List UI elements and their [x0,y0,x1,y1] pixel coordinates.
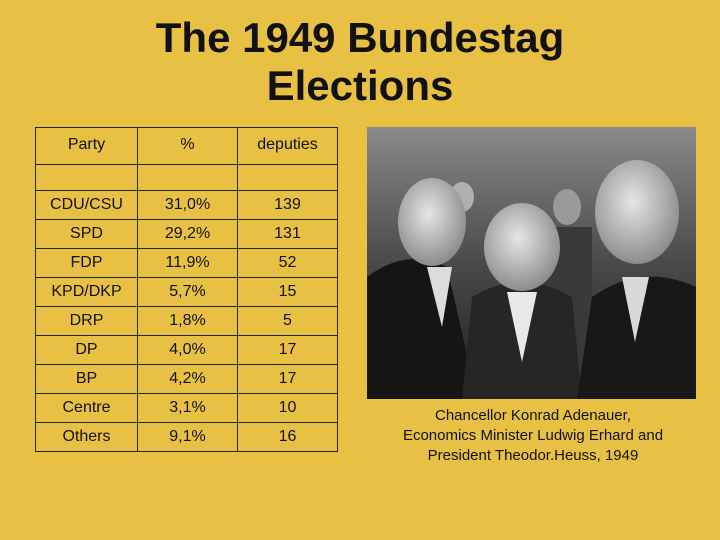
party-cell: DRP [35,306,138,336]
percent-cell: 3,1% [137,393,238,423]
table-row: FDP 11,9% 52 [35,248,338,278]
party-cell: Centre [35,393,138,423]
photo-caption: Chancellor Konrad Adenauer, Economics Mi… [360,406,706,466]
deputies-cell: 131 [237,219,338,249]
table-row: BP 4,2% 17 [35,364,338,394]
deputies-cell: 139 [237,190,338,220]
table-row: CDU/CSU 31,0% 139 [35,190,338,220]
party-cell: SPD [35,219,138,249]
party-cell: CDU/CSU [35,190,138,220]
table-header-row: Party % deputies [35,127,338,165]
deputies-cell: 17 [237,335,338,365]
deputies-cell: 52 [237,248,338,278]
election-results-table: Party % deputies CDU/CSU 31,0% 139 SPD 2… [35,127,338,452]
table-row: DRP 1,8% 5 [35,306,338,336]
deputies-cell: 17 [237,364,338,394]
caption-line-2: Economics Minister Ludwig Erhard and [402,427,664,444]
percent-cell: 4,2% [137,364,238,394]
percent-cell: 9,1% [137,422,238,452]
deputies-cell: 10 [237,393,338,423]
header-party: Party [35,127,138,165]
caption-line-3: President Theodor.Heuss, 1949 [427,447,639,464]
title-line-2: Elections [266,62,454,109]
header-deputies: deputies [237,127,338,165]
table-row: Centre 3,1% 10 [35,393,338,423]
photo-illustration [367,127,696,399]
table-blank-row [35,164,338,191]
deputies-cell: 15 [237,277,338,307]
deputies-cell: 5 [237,306,338,336]
party-cell: DP [35,335,138,365]
percent-cell: 4,0% [137,335,238,365]
black-and-white-photo [367,127,696,399]
table-row: SPD 29,2% 131 [35,219,338,249]
table-row: Others 9,1% 16 [35,422,338,452]
party-cell: KPD/DKP [35,277,138,307]
party-cell: FDP [35,248,138,278]
caption-line-1: Chancellor Konrad Adenauer, [435,407,631,424]
table-row: KPD/DKP 5,7% 15 [35,277,338,307]
slide-title: The 1949 Bundestag Elections [0,14,720,110]
party-cell: Others [35,422,138,452]
percent-cell: 31,0% [137,190,238,220]
percent-cell: 5,7% [137,277,238,307]
percent-cell: 1,8% [137,306,238,336]
percent-cell: 11,9% [137,248,238,278]
party-cell: BP [35,364,138,394]
header-percent: % [137,127,238,165]
percent-cell: 29,2% [137,219,238,249]
table-row: DP 4,0% 17 [35,335,338,365]
title-line-1: The 1949 Bundestag [155,14,565,61]
deputies-cell: 16 [237,422,338,452]
